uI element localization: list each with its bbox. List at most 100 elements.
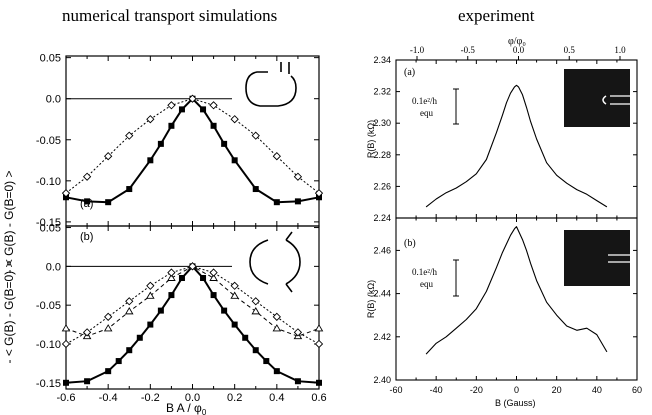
left-a-frame bbox=[65, 55, 320, 227]
data-point bbox=[252, 347, 259, 354]
right-b-panel-label: (b) bbox=[404, 238, 416, 249]
data-point bbox=[293, 172, 303, 181]
y-tick-label: 0.0 bbox=[46, 94, 61, 106]
data-point bbox=[251, 131, 260, 140]
data-point bbox=[209, 268, 218, 277]
series-line-2 bbox=[65, 265, 320, 345]
series-line-0 bbox=[65, 264, 320, 384]
x-tick-label: -0.6 bbox=[57, 392, 76, 404]
data-point bbox=[178, 275, 185, 282]
x-tick-label: -20 bbox=[470, 385, 483, 395]
y-tick-label: -0.05 bbox=[36, 300, 61, 312]
left-x-ticks: -0.6 -0.4 -0.2 0.0 0.2 0.4 0.6 bbox=[57, 392, 327, 404]
data-point bbox=[221, 307, 228, 314]
data-point bbox=[263, 358, 270, 365]
data-point bbox=[188, 94, 197, 103]
data-point bbox=[103, 324, 113, 332]
y-tick-label: 2.42 bbox=[373, 332, 391, 342]
right-a-scale-label: 0.1e²/h bbox=[412, 96, 437, 106]
right-panel-b: 2.46 2.44 2.42 2.40 (b) 0.1e²/h equ bbox=[373, 217, 638, 385]
data-point bbox=[104, 152, 113, 161]
left-panel-b: 0.05 0.0 -0.05 -0.10 -0.15 (b) bbox=[36, 223, 324, 390]
left-a-panel-label: (a) bbox=[80, 198, 93, 210]
x-tick-label: -0.4 bbox=[99, 392, 118, 404]
right-x-ticks: -60 -40 -20 0 20 40 60 bbox=[389, 385, 642, 395]
x-tick-label: 20 bbox=[552, 385, 562, 395]
right-y-label-a: R(B) (kΩ) bbox=[366, 120, 376, 158]
y-tick-label: 2.44 bbox=[373, 289, 391, 299]
right-x-label: B (Gauss) bbox=[495, 398, 536, 408]
data-point bbox=[125, 131, 134, 140]
left-y-label-b: - < G(B) - G(B=0) > bbox=[2, 260, 16, 363]
data-point bbox=[293, 328, 303, 337]
y-tick-label: 2.34 bbox=[373, 55, 391, 65]
series-line-0 bbox=[425, 84, 608, 208]
data-point bbox=[209, 101, 218, 110]
data-point bbox=[168, 292, 175, 299]
series-line-0 bbox=[65, 97, 320, 204]
y-tick-label: 2.30 bbox=[373, 118, 391, 128]
data-point bbox=[230, 291, 239, 299]
data-point bbox=[200, 275, 207, 282]
data-point bbox=[105, 199, 112, 206]
top-tick-label: -1.0 bbox=[410, 45, 425, 55]
data-point bbox=[61, 324, 71, 332]
data-point bbox=[209, 273, 218, 281]
left-y-label-a: - < G(B) - G(B=0) > bbox=[2, 170, 16, 273]
data-point bbox=[136, 334, 143, 341]
data-point bbox=[167, 101, 176, 110]
data-point bbox=[272, 324, 282, 332]
left-b-device-icon bbox=[249, 231, 301, 293]
right-b-scale-label: 0.1e²/h bbox=[412, 267, 437, 277]
left-header: numerical transport simulations bbox=[62, 6, 278, 25]
data-point bbox=[251, 297, 260, 306]
data-point bbox=[104, 312, 113, 321]
x-tick-label: 0.0 bbox=[185, 392, 200, 404]
data-point bbox=[178, 106, 185, 113]
data-point bbox=[210, 292, 217, 299]
right-top-ticks: -1.0 -0.5 0.0 0.5 1.0 bbox=[410, 45, 626, 60]
y-tick-label: -0.15 bbox=[36, 217, 61, 229]
data-point bbox=[242, 334, 249, 341]
right-panel-a: 2.34 2.32 2.30 2.28 2.26 2.24 (a) 0.1e²/h equ bbox=[373, 55, 638, 223]
data-point bbox=[61, 189, 71, 198]
data-point bbox=[125, 297, 134, 306]
data-point bbox=[147, 321, 154, 328]
data-point bbox=[146, 115, 155, 124]
data-point bbox=[105, 368, 112, 375]
data-point bbox=[272, 312, 281, 321]
data-point bbox=[124, 306, 134, 315]
series-line-0 bbox=[425, 226, 608, 355]
right-top-axis-label: φ/φ₀ bbox=[508, 36, 526, 47]
data-point bbox=[210, 122, 217, 129]
data-point bbox=[61, 339, 71, 349]
data-point bbox=[188, 262, 197, 271]
y-tick-label: -0.10 bbox=[36, 176, 61, 188]
y-tick-label: -0.05 bbox=[36, 135, 61, 147]
left-panel-a: 0.05 0.0 -0.05 -0.10 -0.15 (a) bbox=[36, 53, 324, 229]
right-b-scale-label2: equ bbox=[420, 279, 433, 289]
data-point bbox=[146, 291, 155, 299]
x-tick-label: 0.2 bbox=[227, 392, 242, 404]
data-point bbox=[157, 140, 164, 147]
y-tick-label: 2.26 bbox=[373, 181, 391, 191]
right-b-sample-image bbox=[564, 230, 630, 286]
x-tick-label: 0 bbox=[514, 385, 519, 395]
top-tick-label: 1.0 bbox=[614, 45, 626, 55]
data-point bbox=[167, 268, 176, 277]
left-a-device-icon bbox=[245, 62, 297, 107]
right-a-panel-label: (a) bbox=[404, 67, 415, 78]
data-point bbox=[273, 199, 280, 206]
data-point bbox=[126, 347, 133, 354]
data-point bbox=[82, 172, 92, 181]
right-a-sample-image bbox=[564, 69, 630, 127]
y-tick-label: 2.46 bbox=[373, 245, 391, 255]
data-point bbox=[115, 358, 122, 365]
data-point bbox=[231, 157, 238, 164]
data-point bbox=[314, 339, 324, 349]
top-tick-label: -0.5 bbox=[461, 45, 476, 55]
x-tick-label: -60 bbox=[389, 385, 402, 395]
data-point bbox=[168, 122, 175, 129]
right-a-scale-label2: equ bbox=[420, 108, 433, 118]
